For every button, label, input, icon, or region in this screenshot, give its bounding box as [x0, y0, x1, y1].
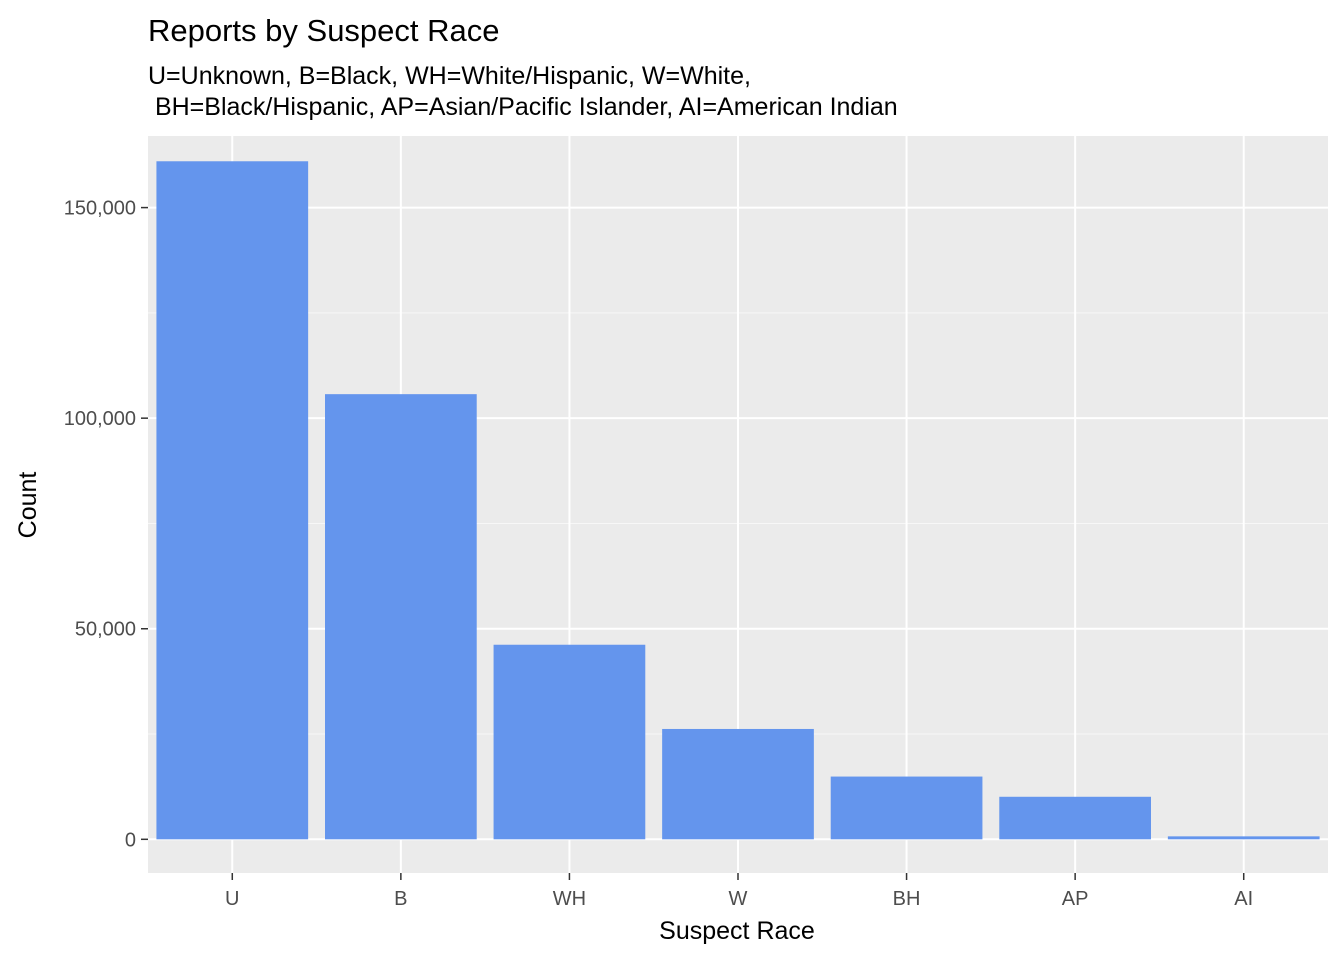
- chart-subtitle-line-1: U=Unknown, B=Black, WH=White/Hispanic, W…: [148, 62, 751, 90]
- bar-ap: [999, 796, 1151, 840]
- x-tick-label: AP: [1062, 888, 1089, 910]
- x-axis-title: Suspect Race: [659, 917, 815, 945]
- bar-ai: [1167, 836, 1320, 840]
- y-tick-label: 50,000: [75, 619, 136, 641]
- bar-bh: [830, 776, 983, 840]
- x-tick-label: U: [225, 888, 239, 910]
- chart-title: Reports by Suspect Race: [148, 13, 500, 48]
- bar-w: [662, 728, 814, 840]
- x-tick-label: AI: [1234, 888, 1253, 910]
- bar-b: [325, 394, 477, 840]
- y-tick-label: 150,000: [64, 198, 136, 220]
- axis-layer: 0 50,000 100,000 150,000 U B WH W BH AP AI: [64, 198, 1253, 910]
- y-axis-title: Count: [14, 472, 42, 539]
- bar-wh: [493, 644, 646, 840]
- chart-subtitle-line-2: BH=Black/Hispanic, AP=Asian/Pacific Isla…: [148, 93, 898, 121]
- x-tick-label: WH: [553, 888, 586, 910]
- y-tick-label: 100,000: [64, 408, 136, 430]
- y-tick-label: 0: [125, 829, 136, 851]
- x-tick-label: B: [394, 888, 407, 910]
- x-tick-label: W: [729, 888, 748, 910]
- x-tick-label: BH: [893, 888, 921, 910]
- bar-u: [156, 161, 309, 840]
- bars-layer: [156, 161, 1320, 840]
